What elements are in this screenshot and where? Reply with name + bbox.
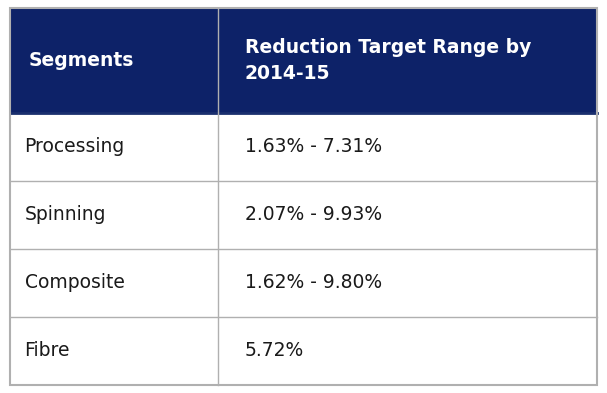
Bar <box>10 317 597 385</box>
Text: 1.62% - 9.80%: 1.62% - 9.80% <box>245 274 382 292</box>
Text: Segments: Segments <box>29 51 134 70</box>
Text: 5.72%: 5.72% <box>245 342 304 360</box>
Text: 1.63% - 7.31%: 1.63% - 7.31% <box>245 138 382 156</box>
Text: 2.07% - 9.93%: 2.07% - 9.93% <box>245 206 382 224</box>
Bar <box>10 249 597 317</box>
Text: Reduction Target Range by
2014-15: Reduction Target Range by 2014-15 <box>245 38 531 83</box>
Bar <box>10 181 597 249</box>
Bar <box>10 8 597 113</box>
Text: Processing: Processing <box>25 138 125 156</box>
Text: Spinning: Spinning <box>25 206 106 224</box>
Text: Fibre: Fibre <box>25 342 70 360</box>
Text: Composite: Composite <box>25 274 124 292</box>
Bar <box>10 113 597 181</box>
